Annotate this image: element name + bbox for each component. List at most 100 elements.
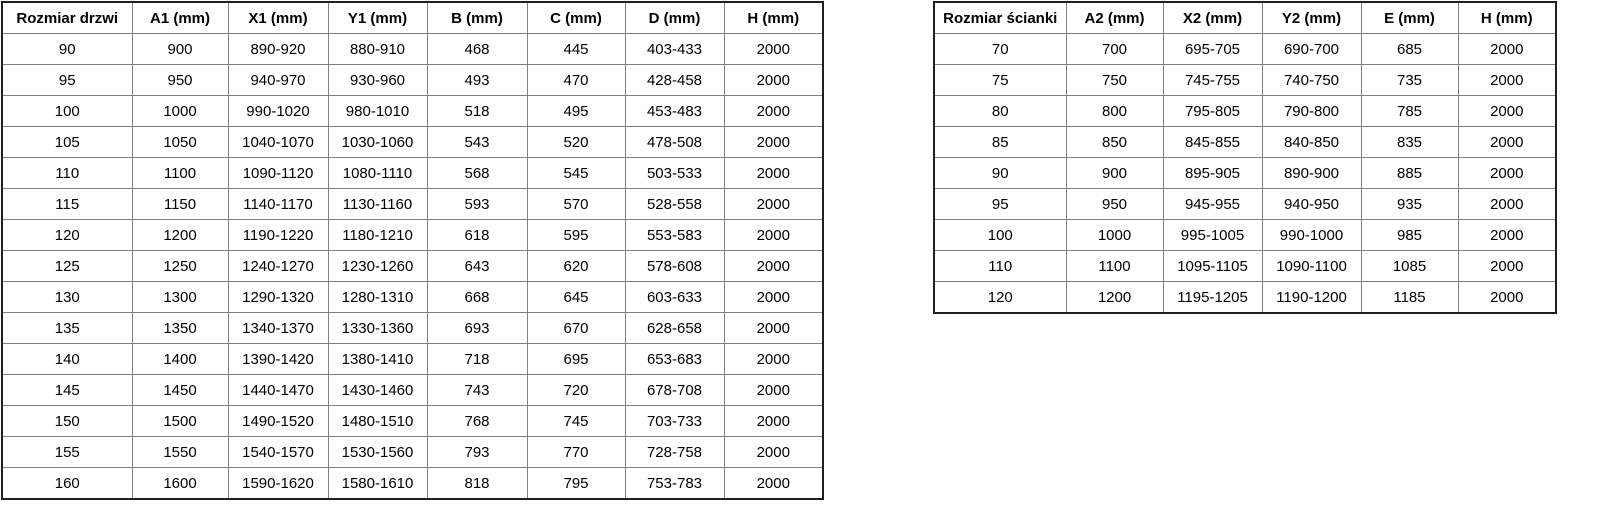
table-cell: 720 xyxy=(526,374,626,406)
table-cell: 470 xyxy=(526,64,626,96)
table-cell: 75 xyxy=(933,64,1067,96)
table-cell: 403-433 xyxy=(624,33,725,65)
table-cell: 1050 xyxy=(131,126,229,158)
table-cell: 990-1020 xyxy=(227,95,329,127)
table-cell: 1080-1110 xyxy=(327,157,428,189)
table-cell: 750 xyxy=(1065,64,1164,96)
table-cell: 653-683 xyxy=(624,343,725,375)
table-cell: 428-458 xyxy=(624,64,725,96)
table-cell: 80 xyxy=(933,95,1067,127)
table-cell: 1200 xyxy=(131,219,229,251)
table-cell: 668 xyxy=(426,281,528,313)
table-cell: 110 xyxy=(1,157,133,189)
table-cell: 980-1010 xyxy=(327,95,428,127)
table-cell: 2000 xyxy=(723,281,824,313)
table-cell: 770 xyxy=(526,436,626,468)
table-cell: 593 xyxy=(426,188,528,220)
table-cell: 885 xyxy=(1360,157,1459,189)
table-cell: 768 xyxy=(426,405,528,437)
table-cell: 1590-1620 xyxy=(227,467,329,500)
table-cell: 1540-1570 xyxy=(227,436,329,468)
table-cell: 2000 xyxy=(723,343,824,375)
table-cell: 578-608 xyxy=(624,250,725,282)
table-cell: 568 xyxy=(426,157,528,189)
table-row: 70 700 695-705 690-700 685 2000 xyxy=(933,33,1557,65)
table-cell: 1550 xyxy=(131,436,229,468)
table-cell: 2000 xyxy=(723,250,824,282)
table-row: 160 1600 1590-1620 1580-1610 818 795 753-783 20… xyxy=(1,467,824,500)
table-cell: 1000 xyxy=(1065,219,1164,251)
table-cell: 1100 xyxy=(131,157,229,189)
table-cell: 793 xyxy=(426,436,528,468)
table-row: 145 1450 1440-1470 1430-1460 743 720 678-708 20… xyxy=(1,374,824,406)
table-cell: 890-920 xyxy=(227,33,329,65)
table-cell: 1000 xyxy=(131,95,229,127)
table-cell: 935 xyxy=(1360,188,1459,220)
header-row: Rozmiar ścianki A2 (mm) X2 (mm) Y2 (mm) E (m… xyxy=(933,1,1557,34)
column-header: C (mm) xyxy=(526,1,626,34)
table-row: 130 1300 1290-1320 1280-1310 668 645 603-633 20… xyxy=(1,281,824,313)
table-cell: 1350 xyxy=(131,312,229,344)
table-cell: 543 xyxy=(426,126,528,158)
table-cell: 1090-1120 xyxy=(227,157,329,189)
table-cell: 785 xyxy=(1360,95,1459,127)
table-cell: 1185 xyxy=(1360,281,1459,314)
table-cell: 628-658 xyxy=(624,312,725,344)
table-row: 90 900 895-905 890-900 885 2000 xyxy=(933,157,1557,189)
table-row: 110 1100 1090-1120 1080-1110 568 545 503-533 20… xyxy=(1,157,824,189)
table-cell: 1040-1070 xyxy=(227,126,329,158)
table-cell: 728-758 xyxy=(624,436,725,468)
table-cell: 835 xyxy=(1360,126,1459,158)
table-cell: 85 xyxy=(933,126,1067,158)
table-cell: 2000 xyxy=(1457,126,1557,158)
table-cell: 125 xyxy=(1,250,133,282)
table-cell: 1400 xyxy=(131,343,229,375)
table-cell: 678-708 xyxy=(624,374,725,406)
table-cell: 2000 xyxy=(723,405,824,437)
table-cell: 1300 xyxy=(131,281,229,313)
table-row: 150 1500 1490-1520 1480-1510 768 745 703-733 20… xyxy=(1,405,824,437)
table-cell: 1340-1370 xyxy=(227,312,329,344)
table-cell: 940-970 xyxy=(227,64,329,96)
table-row: 120 1200 1190-1220 1180-1210 618 595 553-583 20… xyxy=(1,219,824,251)
table-cell: 1190-1220 xyxy=(227,219,329,251)
table-cell: 2000 xyxy=(1457,281,1557,314)
table-cell: 795-805 xyxy=(1162,95,1263,127)
table-cell: 2000 xyxy=(1457,219,1557,251)
table-cell: 945-955 xyxy=(1162,188,1263,220)
table-row: 135 1350 1340-1370 1330-1360 693 670 628-658 20… xyxy=(1,312,824,344)
table-cell: 570 xyxy=(526,188,626,220)
table-cell: 735 xyxy=(1360,64,1459,96)
table-row: 155 1550 1540-1570 1530-1560 793 770 728-758 20… xyxy=(1,436,824,468)
table-cell: 100 xyxy=(1,95,133,127)
table-cell: 1250 xyxy=(131,250,229,282)
door-size-table: Rozmiar drzwi A1 (mm) X1 (mm) Y1 (mm) B (mm)… xyxy=(1,1,824,500)
table-cell: 695 xyxy=(526,343,626,375)
table-cell: 1140-1170 xyxy=(227,188,329,220)
table-cell: 2000 xyxy=(1457,188,1557,220)
column-header: H (mm) xyxy=(1457,1,1557,34)
table-cell: 2000 xyxy=(723,374,824,406)
table-cell: 840-850 xyxy=(1261,126,1362,158)
table-cell: 90 xyxy=(1,33,133,65)
table-cell: 1450 xyxy=(131,374,229,406)
column-header: A1 (mm) xyxy=(131,1,229,34)
table-cell: 2000 xyxy=(1457,64,1557,96)
table-cell: 900 xyxy=(131,33,229,65)
column-header: Y2 (mm) xyxy=(1261,1,1362,34)
table-cell: 2000 xyxy=(723,157,824,189)
table-cell: 1530-1560 xyxy=(327,436,428,468)
table-cell: 2000 xyxy=(1457,157,1557,189)
table-cell: 1195-1205 xyxy=(1162,281,1263,314)
table-cell: 1150 xyxy=(131,188,229,220)
table-cell: 1390-1420 xyxy=(227,343,329,375)
header-row: Rozmiar drzwi A1 (mm) X1 (mm) Y1 (mm) B (mm)… xyxy=(1,1,824,34)
table-cell: 800 xyxy=(1065,95,1164,127)
table-cell: 740-750 xyxy=(1261,64,1362,96)
table-cell: 745 xyxy=(526,405,626,437)
column-header: A2 (mm) xyxy=(1065,1,1164,34)
table-cell: 1190-1200 xyxy=(1261,281,1362,314)
table-cell: 595 xyxy=(526,219,626,251)
table-cell: 643 xyxy=(426,250,528,282)
table-cell: 693 xyxy=(426,312,528,344)
